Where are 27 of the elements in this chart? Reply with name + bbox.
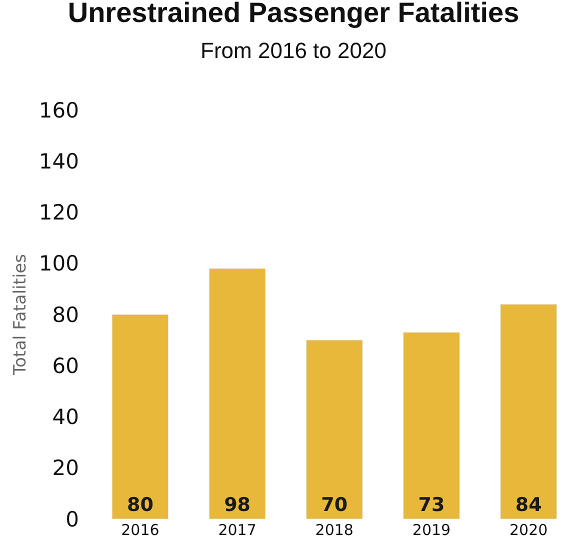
y-tick-label: 20: [52, 456, 79, 480]
chart-title: Unrestrained Passenger Fatalities: [68, 0, 520, 28]
y-tick-label: 60: [52, 354, 79, 378]
data-label: 98: [224, 494, 251, 516]
data-label: 73: [418, 494, 445, 516]
x-tick-label: 2018: [315, 521, 354, 539]
bar: [112, 314, 169, 519]
chart-subtitle: From 2016 to 2020: [200, 38, 386, 64]
bar: [208, 268, 266, 519]
bar: [306, 340, 363, 519]
data-label: 84: [515, 494, 542, 516]
x-tick-label: 2016: [121, 521, 160, 539]
bar: [500, 304, 557, 519]
y-tick-label: 140: [38, 149, 79, 174]
y-tick-label: 160: [38, 98, 79, 122]
bar: [403, 332, 460, 519]
x-tick-label: 2019: [412, 521, 451, 539]
y-tick-label: 120: [38, 200, 79, 225]
y-tick-label: 0: [66, 507, 79, 532]
data-label: 70: [321, 494, 348, 516]
y-tick-label: 100: [38, 252, 79, 276]
y-tick-label: 80: [52, 302, 79, 327]
x-tick-label: 2017: [218, 521, 256, 539]
data-label: 80: [126, 494, 154, 516]
y-axis-title: Total Fatalities: [10, 254, 30, 376]
x-tick-label: 2020: [510, 521, 548, 539]
y-tick-label: 40: [52, 405, 79, 430]
